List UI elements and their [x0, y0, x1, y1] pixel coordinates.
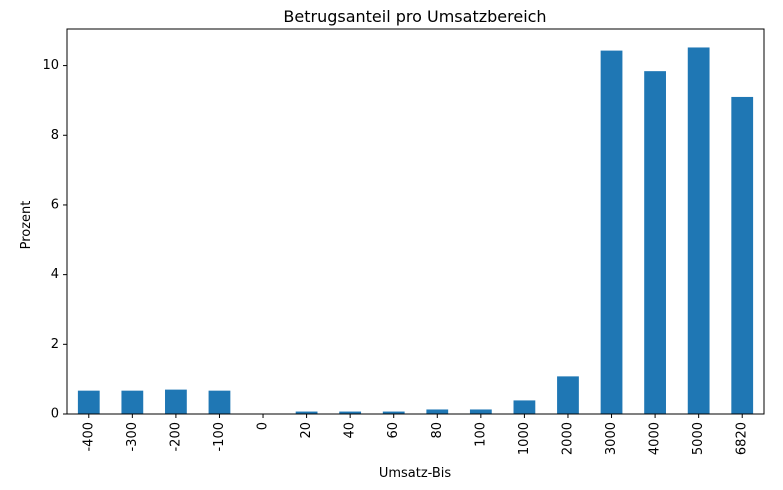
bar-6820 [731, 96, 754, 415]
bar-5000 [687, 47, 710, 414]
x-tick-label: 40 [343, 422, 358, 439]
bar-80 [426, 409, 449, 414]
bar-2000 [557, 376, 579, 414]
bar--300 [121, 390, 144, 414]
y-tick-label: 0 [51, 407, 59, 422]
y-tick-label: 6 [51, 197, 59, 212]
x-tick-label: 60 [386, 422, 401, 439]
x-tick-label: -100 [212, 422, 227, 452]
x-tick-label: 80 [430, 422, 445, 439]
x-tick-label: 4000 [648, 422, 663, 455]
x-tick-label: 100 [473, 422, 488, 447]
bar-60 [382, 411, 405, 414]
plot-frame [66, 28, 765, 415]
y-axis-ticks: 0 2 4 6 8 10 [42, 58, 67, 422]
bar-100 [469, 409, 492, 414]
y-tick-label: 10 [42, 58, 59, 73]
bar-3000 [600, 50, 623, 415]
x-tick-label: -200 [168, 422, 183, 452]
x-tick-label: 5000 [691, 422, 706, 455]
y-tick-label: 4 [51, 267, 59, 282]
y-tick-label: 2 [51, 337, 59, 352]
bar-20 [295, 411, 318, 414]
bar-40 [339, 411, 362, 414]
y-tick-label: 8 [51, 128, 59, 143]
bar--100 [208, 390, 231, 414]
x-tick-label: 1000 [517, 422, 532, 455]
x-tick-label: 3000 [604, 422, 619, 455]
x-tick-label: -400 [81, 422, 96, 452]
bar-4000 [644, 71, 666, 414]
bar--400 [77, 390, 100, 414]
x-tick-label: 20 [299, 422, 314, 439]
bar--200 [165, 389, 187, 414]
bar-1000 [513, 400, 536, 414]
x-axis-label: Umsatz-Bis [379, 466, 452, 481]
x-tick-label: 0 [256, 422, 271, 430]
x-tick-label: 6820 [735, 422, 750, 455]
bars-group [77, 47, 754, 415]
chart-title: Betrugsanteil pro Umsatzbereich [283, 7, 546, 26]
x-axis-ticks: -400 -300 -200 -100 0 20 40 60 80 100 1000 2000 3000… [81, 414, 750, 455]
y-axis-label: Prozent [19, 201, 34, 250]
x-tick-label: -300 [125, 422, 140, 452]
x-tick-label: 2000 [560, 422, 575, 455]
